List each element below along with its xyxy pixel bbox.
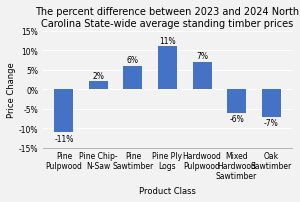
Bar: [227, 90, 246, 113]
Bar: [124, 66, 142, 90]
Bar: [193, 62, 211, 90]
Title: The percent difference between 2023 and 2024 North
Carolina State-wide average s: The percent difference between 2023 and …: [35, 7, 299, 29]
Bar: [89, 82, 108, 90]
Text: 2%: 2%: [92, 72, 104, 80]
Text: -7%: -7%: [264, 119, 278, 127]
Text: 6%: 6%: [127, 56, 139, 65]
X-axis label: Product Class: Product Class: [139, 186, 196, 195]
Text: 11%: 11%: [159, 36, 176, 45]
Text: -11%: -11%: [54, 134, 74, 143]
Bar: [262, 90, 281, 117]
Y-axis label: Price Change: Price Change: [7, 62, 16, 118]
Bar: [158, 47, 177, 90]
Text: 7%: 7%: [196, 52, 208, 61]
Text: -6%: -6%: [229, 115, 244, 124]
Bar: [54, 90, 74, 133]
